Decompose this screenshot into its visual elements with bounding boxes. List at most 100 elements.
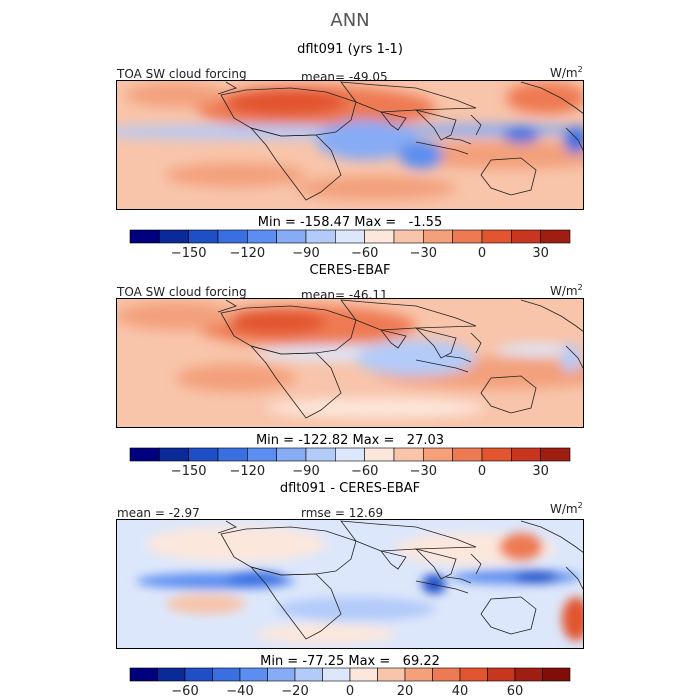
colorbar-1-cell (188, 229, 219, 244)
panel-3-coast-south-africa (249, 566, 342, 640)
panel-1-units: W/m2 (550, 65, 583, 80)
panel-1-coast-eurasia (340, 81, 477, 113)
colorbar-3-tick-label: 0 (346, 684, 354, 699)
panel-3-map (116, 519, 584, 649)
panel-1-units-exp: 2 (577, 65, 583, 74)
colorbar-1-cell (540, 229, 571, 244)
panel-2-coast-indochina (414, 327, 457, 359)
colorbar-1-cell (335, 229, 365, 244)
panel-3-units: W/m2 (550, 501, 583, 516)
colorbar-3-cell (184, 667, 213, 682)
colorbar-3-cell (432, 667, 461, 682)
panel-2-frame (116, 298, 584, 428)
panel-3-units-text: W/m (550, 502, 578, 516)
colorbar-1-cell (423, 229, 453, 244)
colorbar-2-cell (305, 447, 336, 462)
colorbar-1-tick-label: −60 (351, 246, 378, 261)
panel-3-coast-iberia (217, 520, 237, 534)
panel-3-field-california (499, 533, 543, 561)
panel-2-coast-americas-south (565, 345, 584, 371)
colorbar-3-cell (322, 667, 351, 682)
panel-2-field-south-band (266, 398, 486, 418)
colorbar-2-tick-label: −150 (171, 464, 207, 479)
panel-1-coast-india (379, 111, 407, 131)
colorbar-2-cell (188, 447, 219, 462)
colorbar-1-tick-label: −90 (292, 246, 319, 261)
colorbar-3-tick-label: 60 (507, 684, 524, 699)
colorbar-3-cell (129, 667, 158, 682)
panel-3-field-north (146, 526, 326, 562)
panel-1-coast-south-africa (249, 127, 342, 201)
colorbar-2-cell (364, 447, 395, 462)
panel-3-coast-india (379, 550, 407, 570)
colorbar-2-cell (452, 447, 483, 462)
colorbar-1-cell (481, 229, 512, 244)
colorbar-3-cell (157, 667, 186, 682)
panel-2-field-west (116, 302, 236, 330)
colorbar-1-tick-label: −150 (171, 246, 207, 261)
panel-1-coast-indochina (414, 109, 457, 141)
panel-3-coast-islands-a (415, 580, 469, 594)
panel-1-coast-islands-b (445, 137, 472, 145)
panel-1-field-sahara-core (226, 88, 346, 116)
panel-3-field-indian (276, 597, 436, 621)
colorbar-1-cell (393, 229, 424, 244)
colorbar-3-tick-label: −20 (281, 684, 308, 699)
panel-1-minmax: Min = -158.47 Max = -1.55 (257, 215, 443, 230)
panel-1-coast-australia (480, 157, 537, 196)
panel-3-frame (116, 519, 584, 649)
page-title: ANN (330, 10, 370, 31)
panel-2-field-east-edge (561, 344, 581, 372)
colorbar-3-cell (514, 667, 543, 682)
panel-1-coast-islands-a (415, 141, 469, 155)
colorbar-1-cell (276, 229, 307, 244)
colorbar-1-cell (511, 229, 541, 244)
panel-3-coast-eurasia (340, 520, 477, 552)
panel-1-map (116, 80, 584, 210)
panel-1-title: dflt091 (yrs 1-1) (297, 42, 403, 57)
colorbar-2-tick-label: −120 (229, 464, 265, 479)
colorbar-3-tick-label: −60 (171, 684, 198, 699)
panel-1-field-northeast (506, 82, 584, 114)
panel-1-field-indonesia (399, 141, 443, 169)
panel-3-coast-australia (480, 596, 537, 635)
panel-1-coast-americas-south (565, 127, 584, 153)
colorbar-2-cell (159, 447, 189, 462)
colorbar-2-tick-label: −60 (351, 464, 378, 479)
colorbar-1-cell (159, 229, 189, 244)
panel-2-units-text: W/m (550, 284, 578, 298)
panel-1-field-east-edge (564, 126, 584, 154)
panel-1-field-west (126, 83, 226, 107)
colorbar-2-tick-label: −30 (410, 464, 437, 479)
panel-2-coast-islands-b (445, 355, 472, 363)
panel-2-title: CERES-EBAF (309, 263, 391, 278)
colorbar-2-cell (335, 447, 365, 462)
colorbar-2-cell (276, 447, 307, 462)
panel-3-field-atlantic-south (166, 594, 246, 614)
panel-2-colorbar: −150 −120 −90 −60 −30 0 30 (129, 447, 571, 479)
colorbar-2-tick-label: 0 (478, 464, 486, 479)
panel-2-coast-eurasia (340, 299, 477, 331)
panel-1-coast-americas-north (520, 81, 584, 115)
panel-3-units-exp: 2 (577, 501, 583, 510)
colorbar-3-cell (459, 667, 488, 682)
panel-3-colorbar: −60 −40 −20 0 20 40 60 (129, 667, 571, 699)
panel-2-units: W/m2 (550, 283, 583, 298)
colorbar-1-tick-label: −120 (229, 246, 265, 261)
panel-1-variable-label: TOA SW cloud forcing (117, 67, 247, 81)
panel-3-field-indonesia (422, 574, 446, 594)
panel-2-coast-south-africa (249, 345, 342, 419)
panel-2-coast-australia (480, 375, 537, 414)
colorbar-2-cell (540, 447, 571, 462)
panel-3-field-south (256, 624, 396, 644)
panel-2-map (116, 298, 584, 428)
colorbar-1-cell (217, 229, 248, 244)
colorbar-3-cell (239, 667, 268, 682)
colorbar-2-tick-label: −90 (292, 464, 319, 479)
panel-3-field-africa-band (226, 571, 286, 587)
panel-3-minmax: Min = -77.25 Max = 69.22 (260, 654, 440, 669)
colorbar-3-cell (294, 667, 323, 682)
colorbar-3-tick-label: 20 (397, 684, 414, 699)
colorbar-2-cell (393, 447, 424, 462)
colorbar-1-cell (452, 229, 483, 244)
